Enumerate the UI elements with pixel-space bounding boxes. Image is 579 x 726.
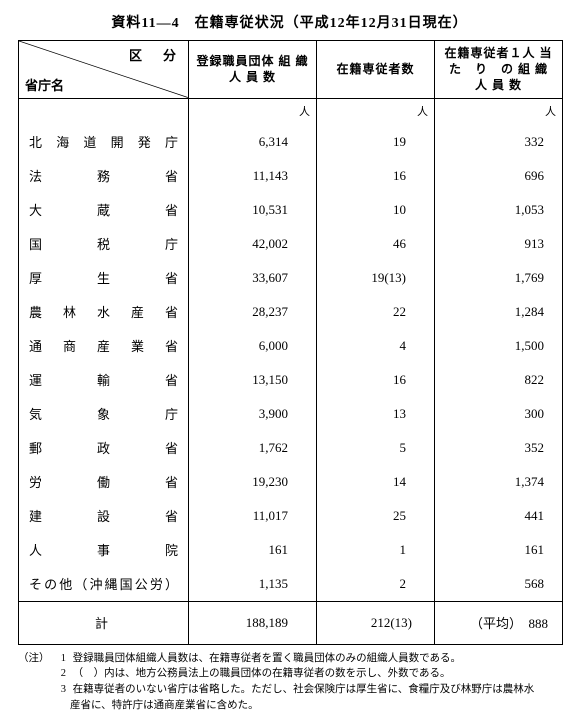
cell-c3: 1,374 [435,465,563,499]
cell-c2: 1 [317,533,435,567]
cell-c2: 4 [317,329,435,363]
cell-c3: 568 [435,567,563,602]
cell-c3: 696 [435,159,563,193]
cell-c1: 1,135 [189,567,317,602]
cell-c2: 16 [317,159,435,193]
agency-name: その他（沖縄国公労） [19,567,189,602]
cell-c3: 1,053 [435,193,563,227]
agency-name: 大 蔵 省 [19,193,189,227]
cell-c2: 14 [317,465,435,499]
col1-header: 登録職員団体 組 織 人 員 数 [189,41,317,99]
agency-name: 建 設 省 [19,499,189,533]
cell-c1: 33,607 [189,261,317,295]
unit-label-2: 人 [317,98,435,125]
table-row: 労 働 省19,230141,374 [19,465,563,499]
table-row: 人 事 院1611161 [19,533,563,567]
cell-c1: 28,237 [189,295,317,329]
agency-name: 法 務 省 [19,159,189,193]
cell-c1: 3,900 [189,397,317,431]
cell-c3: 161 [435,533,563,567]
cell-c2: 16 [317,363,435,397]
cell-c3: 822 [435,363,563,397]
total-row: 計 188,189 212(13) （平均） 888 [19,601,563,644]
cell-c2: 19(13) [317,261,435,295]
table-row: 農 林 水 産 省28,237221,284 [19,295,563,329]
cell-c2: 13 [317,397,435,431]
cell-c1: 13,150 [189,363,317,397]
cell-c1: 19,230 [189,465,317,499]
agency-name: 農 林 水 産 省 [19,295,189,329]
table-row: その他（沖縄国公労）1,1352568 [19,567,563,602]
cell-c2: 25 [317,499,435,533]
unit-label-3: 人 [435,98,563,125]
table-row: 厚 生 省33,60719(13)1,769 [19,261,563,295]
total-c1: 188,189 [189,601,317,644]
agency-name: 国 税 庁 [19,227,189,261]
total-label: 計 [19,601,189,644]
note-line: 3 在籍専従者のいない省庁は省略した。ただし、社会保険庁は厚生省に、食糧庁及び林… [18,682,561,714]
note-line: （注）1 登録職員団体組織人員数は、在籍専従者を置く職員団体のみの組織人員数であ… [18,651,561,667]
agency-name: 北 海 道 開 発 庁 [19,125,189,159]
table-row: 運 輸 省13,15016822 [19,363,563,397]
table-row: 国 税 庁42,00246913 [19,227,563,261]
agency-name: 郵 政 省 [19,431,189,465]
cell-c3: 913 [435,227,563,261]
cell-c3: 332 [435,125,563,159]
agency-name: 人 事 院 [19,533,189,567]
notes-block: （注）1 登録職員団体組織人員数は、在籍専従者を置く職員団体のみの組織人員数であ… [18,651,561,714]
table-row: 北 海 道 開 発 庁6,31419332 [19,125,563,159]
col2-header: 在籍専従者数 [317,41,435,99]
cell-c3: 1,284 [435,295,563,329]
cell-c1: 10,531 [189,193,317,227]
cell-c3: 300 [435,397,563,431]
cell-c1: 42,002 [189,227,317,261]
cell-c2: 19 [317,125,435,159]
cell-c2: 5 [317,431,435,465]
agency-name: 運 輸 省 [19,363,189,397]
table-row: 大 蔵 省10,531101,053 [19,193,563,227]
cell-c1: 6,314 [189,125,317,159]
cell-c1: 11,143 [189,159,317,193]
status-table: 区 分 省庁名 登録職員団体 組 織 人 員 数 在籍専従者数 在籍専従者１人 … [18,40,563,645]
cell-c1: 1,762 [189,431,317,465]
unit-label-1: 人 [189,98,317,125]
table-row: 郵 政 省1,7625352 [19,431,563,465]
cell-c3: 1,769 [435,261,563,295]
agency-name: 労 働 省 [19,465,189,499]
table-row: 法 務 省11,14316696 [19,159,563,193]
header-agency-label: 省庁名 [25,75,64,94]
agency-name: 厚 生 省 [19,261,189,295]
cell-c3: 1,500 [435,329,563,363]
cell-c1: 6,000 [189,329,317,363]
table-row: 通 商 産 業 省6,00041,500 [19,329,563,363]
total-c3: （平均） 888 [435,601,563,644]
cell-c2: 10 [317,193,435,227]
total-c2: 212(13) [317,601,435,644]
cell-c2: 2 [317,567,435,602]
unit-row: 人 人 人 [19,98,563,125]
cell-c1: 11,017 [189,499,317,533]
col3-header: 在籍専従者１人 当 た り の 組 織 人 員 数 [435,41,563,99]
agency-name: 通 商 産 業 省 [19,329,189,363]
table-row: 建 設 省11,01725441 [19,499,563,533]
page-title: 資料11―4 在籍専従状況（平成12年12月31日現在） [18,12,561,32]
cell-c2: 22 [317,295,435,329]
header-diagonal-cell: 区 分 省庁名 [19,41,189,99]
cell-c3: 441 [435,499,563,533]
note-line: 2 （ ）内は、地方公務員法上の職員団体の在籍専従者の数を示し、外数である。 [18,666,561,682]
header-kubun: 区 分 [129,45,180,64]
cell-c3: 352 [435,431,563,465]
cell-c2: 46 [317,227,435,261]
agency-name: 気 象 庁 [19,397,189,431]
table-row: 気 象 庁3,90013300 [19,397,563,431]
cell-c1: 161 [189,533,317,567]
